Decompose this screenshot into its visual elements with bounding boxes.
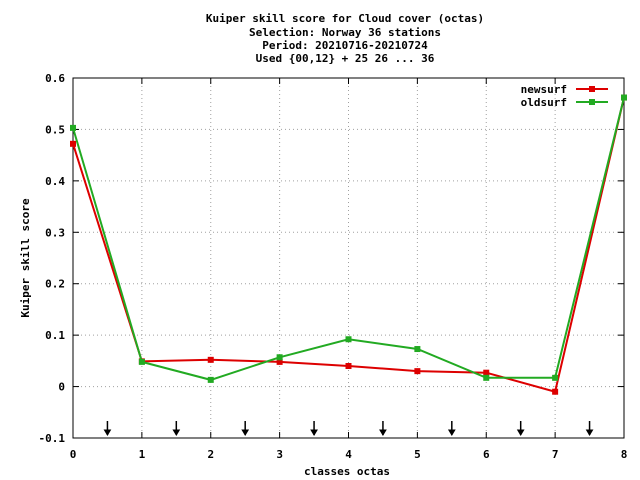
down-arrow	[310, 421, 318, 436]
arrow-head	[585, 429, 594, 436]
arrow-head	[379, 429, 387, 436]
x-tick-label: 1	[139, 448, 146, 461]
data-point-oldsurf	[70, 124, 76, 131]
series-newsurf	[70, 94, 627, 395]
arrow-head	[103, 429, 112, 436]
data-point-newsurf	[345, 363, 352, 369]
title-line-2: Selection: Norway 36 stations	[249, 26, 441, 39]
x-tick-label: 8	[621, 448, 628, 461]
data-point-newsurf	[414, 368, 421, 375]
legend-marker	[589, 86, 595, 92]
down-arrow	[172, 421, 181, 436]
data-point-oldsurf	[345, 336, 352, 343]
data-point-newsurf	[70, 140, 76, 147]
data-point-newsurf	[207, 356, 214, 363]
down-arrow	[103, 421, 112, 436]
chart-title: Kuiper skill score for Cloud cover (octa…	[206, 12, 484, 65]
y-tick-label: -0.1	[39, 432, 66, 445]
series-oldsurf	[70, 94, 627, 383]
legend-entry-oldsurf: oldsurf	[521, 96, 608, 109]
y-tick-label: 0.3	[45, 226, 65, 239]
data-point-oldsurf	[552, 374, 559, 381]
x-tick-label: 2	[207, 448, 214, 461]
x-tick-label: 7	[552, 448, 559, 461]
x-axis-label: classes octas	[304, 465, 390, 478]
down-arrow	[585, 421, 594, 436]
data-point-oldsurf	[207, 376, 214, 383]
arrow-head	[447, 429, 456, 436]
y-tick-label: 0	[58, 381, 65, 394]
class-boundary-arrows	[103, 421, 594, 436]
legend-label: oldsurf	[521, 96, 567, 109]
down-arrow	[516, 421, 525, 436]
x-tick-label: 3	[276, 448, 283, 461]
down-arrow	[447, 421, 456, 436]
data-point-newsurf	[276, 358, 283, 365]
data-point-oldsurf	[414, 346, 421, 353]
title-line-4: Used {00,12} + 25 26 ... 36	[256, 52, 435, 65]
data-point-newsurf	[552, 388, 559, 395]
x-axis-ticks: 0 1 2 3 4 5 6 7 8	[70, 78, 628, 461]
data-point-oldsurf	[138, 358, 145, 365]
x-tick-label: 5	[414, 448, 421, 461]
down-arrow	[241, 421, 250, 436]
series-group	[70, 94, 627, 395]
down-arrow	[379, 421, 387, 436]
data-point-oldsurf	[621, 94, 627, 101]
grid	[73, 78, 624, 438]
series-line-newsurf	[72, 97, 625, 393]
legend-marker	[589, 99, 595, 105]
x-tick-label: 0	[70, 448, 77, 461]
y-tick-label: 0.2	[45, 278, 65, 291]
y-axis-ticks: -0.1 0 0.1 0.2 0.3 0.4 0.5 0.6	[39, 72, 624, 445]
arrow-head	[516, 429, 525, 436]
y-axis-label: Kuiper skill score	[19, 198, 32, 318]
y-tick-label: 0.6	[45, 72, 65, 85]
x-tick-label: 4	[345, 448, 352, 461]
legend-label: newsurf	[521, 83, 567, 96]
y-tick-label: 0.1	[45, 329, 65, 342]
arrow-head	[241, 429, 250, 436]
data-point-newsurf	[483, 369, 490, 376]
legend-entry-newsurf: newsurf	[521, 83, 608, 96]
y-tick-label: 0.5	[45, 123, 65, 136]
y-tick-label: 0.4	[45, 175, 65, 188]
arrow-head	[310, 429, 318, 436]
title-line-3: Period: 20210716-20210724	[262, 39, 428, 52]
title-line-1: Kuiper skill score for Cloud cover (octa…	[206, 12, 484, 25]
x-tick-label: 6	[483, 448, 490, 461]
arrow-head	[172, 429, 181, 436]
data-point-oldsurf	[276, 354, 283, 361]
data-point-oldsurf	[483, 374, 490, 381]
